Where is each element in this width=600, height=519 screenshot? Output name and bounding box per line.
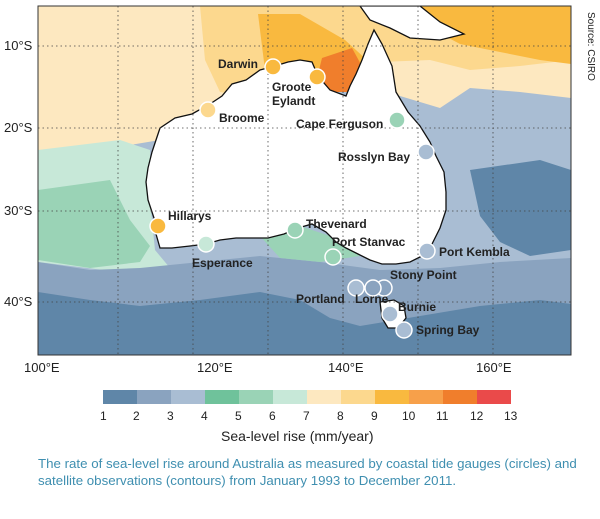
station-label-darwin: Darwin	[218, 57, 258, 71]
legend-swatch-9	[375, 390, 409, 404]
station-label-groote-eylandt: Groote Eylandt	[272, 80, 315, 108]
legend-swatch-10	[409, 390, 443, 404]
station-label-burnie: Burnie	[398, 300, 436, 314]
legend-tick-2: 2	[133, 409, 140, 423]
station-marker-portland[interactable]	[347, 279, 365, 297]
legend-tick-3: 3	[167, 409, 174, 423]
legend-tick-4: 4	[201, 409, 208, 423]
station-marker-burnie[interactable]	[381, 305, 399, 323]
station-label-groote-line2: Eylandt	[272, 94, 315, 108]
map-frame	[37, 5, 572, 356]
station-marker-hillarys[interactable]	[149, 217, 167, 235]
legend-tick-13: 13	[504, 409, 518, 423]
station-marker-lorne[interactable]	[364, 279, 382, 297]
legend-swatch-5	[239, 390, 273, 404]
legend-swatch-11	[443, 390, 477, 404]
legend-tick-9: 9	[371, 409, 378, 423]
station-label-portland: Portland	[296, 292, 345, 306]
lat-label-20s: 20°S	[4, 120, 33, 135]
lat-label-40s: 40°S	[4, 294, 33, 309]
station-label-lorne: Lorne	[355, 292, 389, 306]
legend-tick-5: 5	[235, 409, 242, 423]
legend-swatch-6	[273, 390, 307, 404]
lat-label-30s: 30°S	[4, 203, 33, 218]
station-label-broome: Broome	[219, 111, 265, 125]
legend-tick-6: 6	[269, 409, 276, 423]
station-label-port-kembla: Port Kembla	[439, 245, 510, 259]
australia-land	[145, 28, 447, 265]
legend-tick-1: 1	[100, 409, 107, 423]
graticule	[38, 6, 571, 355]
station-label-rosslyn-bay: Rosslyn Bay	[338, 150, 410, 164]
station-marker-esperance[interactable]	[197, 235, 215, 253]
contour-band-west-green2	[38, 180, 150, 268]
source-label: Source: CSIRO	[585, 12, 596, 81]
contour-band-coral-hot	[420, 6, 571, 64]
station-marker-port-stanvac[interactable]	[324, 248, 342, 266]
legend-swatch-7	[307, 390, 341, 404]
station-label-spring-bay: Spring Bay	[416, 323, 480, 337]
legend-swatch-12	[477, 390, 511, 404]
legend-tick-7: 7	[303, 409, 310, 423]
contour-band-south-2	[38, 292, 571, 355]
lon-label-140e: 140°E	[328, 360, 364, 375]
figure-caption: The rate of sea-level rise around Austra…	[38, 456, 577, 488]
legend-tick-10: 10	[402, 409, 416, 423]
station-marker-port-kembla[interactable]	[418, 242, 436, 260]
legend-swatch-3	[171, 390, 205, 404]
station-label-thevenard: Thevenard	[306, 217, 367, 231]
station-label-stony-point: Stony Point	[390, 268, 457, 282]
station-label-port-stanvac: Port Stanvac	[332, 235, 406, 249]
color-legend: 1 2 3 4 5 6 7 8 9 10 11 12 13 Sea-level …	[100, 390, 518, 444]
legend-swatch-4	[205, 390, 239, 404]
legend-tick-8: 8	[337, 409, 344, 423]
station-marker-broome[interactable]	[199, 101, 217, 119]
station-marker-darwin[interactable]	[264, 58, 282, 76]
station-marker-groote-eylandt[interactable]	[308, 68, 326, 86]
new-guinea-land	[359, 6, 466, 41]
contour-band-tasman-low	[470, 160, 571, 256]
legend-tick-11: 11	[436, 409, 449, 423]
legend-tick-12: 12	[470, 409, 484, 423]
lat-label-10s: 10°S	[4, 38, 33, 53]
station-label-cape-ferguson: Cape Ferguson	[296, 117, 383, 131]
legend-swatch-8	[341, 390, 375, 404]
legend-swatch-2	[137, 390, 171, 404]
lon-label-160e: 160°E	[476, 360, 512, 375]
map-panel	[38, 6, 571, 355]
station-marker-cape-ferguson[interactable]	[388, 111, 406, 129]
tide-gauge-stations: Darwin Groote Eylandt Broome Cape Fergus…	[149, 57, 510, 339]
station-marker-thevenard[interactable]	[286, 221, 304, 239]
legend-title: Sea-level rise (mm/year)	[221, 428, 373, 444]
station-marker-spring-bay[interactable]	[395, 321, 413, 339]
station-marker-rosslyn-bay[interactable]	[417, 143, 435, 161]
station-label-esperance: Esperance	[192, 256, 253, 270]
legend-swatch-1	[103, 390, 137, 404]
station-label-groote-line1: Groote	[272, 80, 312, 94]
station-label-hillarys: Hillarys	[168, 209, 212, 223]
lon-label-120e: 120°E	[197, 360, 233, 375]
lon-label-100e: 100°E	[24, 360, 60, 375]
